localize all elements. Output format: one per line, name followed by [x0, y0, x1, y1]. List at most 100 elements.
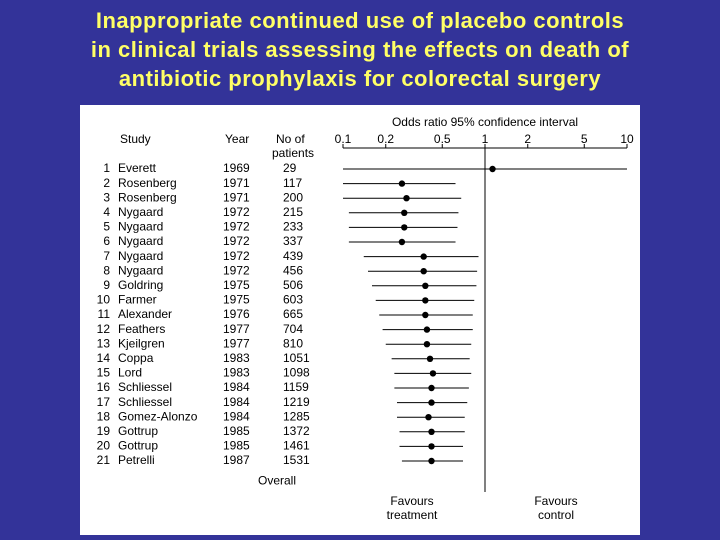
x-tick-label: 10 [620, 132, 634, 146]
row-number: 1 [103, 161, 110, 175]
patients-label: 117 [283, 176, 302, 190]
year-label: 1984 [223, 380, 250, 394]
study-label: Farmer [118, 293, 157, 307]
point-estimate [423, 326, 431, 333]
year-label: 1972 [223, 263, 250, 277]
x-tick-label: 1 [482, 132, 489, 146]
row-number: 4 [103, 205, 110, 219]
year-label: 1977 [223, 336, 250, 350]
row-number: 10 [97, 293, 111, 307]
point-estimate [426, 355, 434, 362]
patients-label: 1051 [283, 351, 310, 365]
point-estimate [401, 224, 408, 231]
point-estimate [422, 282, 429, 289]
year-label: 1969 [223, 161, 250, 175]
year-label: 1975 [223, 278, 250, 292]
column-header: Year [225, 132, 249, 146]
study-label: Nygaard [118, 249, 163, 263]
x-tick-label: 0.5 [434, 132, 451, 146]
study-label: Goldring [118, 278, 163, 292]
chart-title: in clinical trials assessing the effects… [91, 37, 629, 62]
study-label: Nygaard [118, 205, 163, 219]
row-number: 7 [103, 249, 110, 263]
year-label: 1972 [223, 234, 250, 248]
patients-label: 810 [283, 336, 303, 350]
patients-label: 337 [283, 234, 303, 248]
point-estimate [398, 180, 406, 187]
patients-label: 215 [283, 205, 303, 219]
favours-label: treatment [387, 508, 438, 522]
patients-label: 704 [283, 322, 303, 336]
point-estimate [428, 399, 435, 406]
study-label: Nygaard [118, 234, 163, 248]
year-label: 1987 [223, 453, 250, 467]
patients-label: 200 [283, 190, 303, 204]
study-label: Schliessel [118, 380, 172, 394]
row-number: 19 [97, 424, 111, 438]
patients-label: 506 [283, 278, 303, 292]
patients-label: 1285 [283, 409, 310, 423]
year-label: 1975 [223, 293, 250, 307]
row-number: 13 [97, 336, 111, 350]
study-label: Nygaard [118, 263, 163, 277]
patients-label: 665 [283, 307, 303, 321]
patients-label: 1531 [283, 453, 310, 467]
point-estimate [429, 370, 437, 377]
point-estimate [425, 414, 432, 421]
axis-title: Odds ratio 95% confidence interval [392, 115, 578, 129]
point-estimate [398, 238, 406, 246]
row-number: 14 [97, 351, 111, 365]
row-number: 11 [98, 307, 111, 321]
column-header: Study [120, 132, 151, 146]
row-number: 16 [97, 380, 111, 394]
study-label: Gottrup [118, 424, 158, 438]
year-label: 1976 [223, 307, 250, 321]
x-tick-label: 2 [524, 132, 531, 146]
study-label: Lord [118, 366, 142, 380]
row-number: 6 [103, 234, 110, 248]
patients-label: 1159 [283, 380, 309, 394]
patients-label: 439 [283, 249, 303, 263]
year-label: 1984 [223, 409, 250, 423]
point-estimate [428, 457, 435, 465]
study-label: Kjeilgren [118, 336, 165, 350]
x-tick-label: 0.1 [335, 132, 352, 146]
year-label: 1983 [223, 366, 250, 380]
patients-label: 1372 [283, 424, 310, 438]
point-estimate [422, 297, 429, 304]
patients-label: 1219 [283, 395, 310, 409]
study-label: Gottrup [118, 439, 158, 453]
x-tick-label: 5 [581, 132, 588, 146]
point-estimate [489, 165, 496, 173]
figure-panel [80, 105, 640, 535]
study-label: Petrelli [118, 453, 155, 467]
point-estimate [401, 209, 408, 216]
patients-label: 603 [283, 293, 303, 307]
year-label: 1972 [223, 249, 250, 263]
study-label: Nygaard [118, 220, 163, 234]
point-estimate [420, 253, 427, 260]
row-number: 12 [97, 322, 111, 336]
row-number: 8 [103, 263, 110, 277]
year-label: 1972 [223, 220, 250, 234]
year-label: 1971 [223, 176, 250, 190]
chart-title: Inappropriate continued use of placebo c… [96, 8, 624, 33]
point-estimate [428, 428, 435, 435]
year-label: 1984 [223, 395, 250, 409]
patients-label: 456 [283, 263, 303, 277]
row-number: 9 [103, 278, 110, 292]
study-label: Rosenberg [118, 190, 177, 204]
row-number: 17 [97, 395, 111, 409]
study-label: Gomez-Alonzo [118, 409, 198, 423]
study-label: Coppa [118, 351, 154, 365]
row-number: 2 [103, 176, 110, 190]
x-tick-label: 0.2 [377, 132, 394, 146]
year-label: 1977 [223, 322, 250, 336]
patients-label: 29 [283, 161, 297, 175]
year-label: 1971 [223, 190, 250, 204]
chart-title: antibiotic prophylaxis for colorectal su… [119, 66, 601, 91]
point-estimate [403, 195, 410, 202]
patients-label: 1461 [283, 439, 310, 453]
